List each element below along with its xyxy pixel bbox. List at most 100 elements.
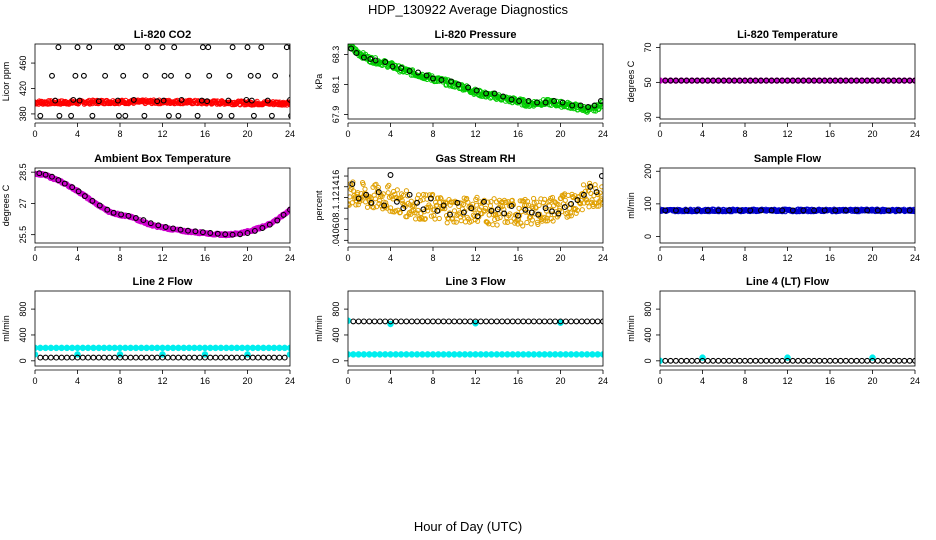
panel-2-series-2-point	[491, 90, 498, 97]
panel-6-xtick-label: 0	[657, 253, 662, 263]
panel-6-xtick-label: 12	[782, 253, 792, 263]
panel-8-series-3-point	[493, 318, 500, 325]
panel-8-series-3-point	[392, 318, 399, 325]
panel-9-series-2-point	[752, 357, 759, 364]
panel-7-series-3-point	[239, 354, 246, 361]
panel-5-ytick-label: .06	[331, 223, 341, 236]
panel-3-xtick-label: 8	[742, 129, 747, 139]
panel-2-series-1-point	[600, 99, 603, 105]
panel-6-ytick-label: 100	[643, 196, 653, 211]
panel-9-series-2-point	[720, 357, 727, 364]
panel-7-series-2-point	[286, 351, 290, 358]
panel-5-series-1-point	[399, 197, 405, 204]
panel-7-series-3-point	[42, 354, 49, 361]
panel-5-series-1-point	[535, 221, 541, 227]
panel-5-series-1-point	[489, 207, 495, 213]
panel-7-series-3-point	[154, 354, 161, 361]
panel-5-series-1-point	[531, 195, 537, 202]
panel-9-series-2-point	[678, 357, 685, 364]
panel-2-series-1	[348, 44, 603, 115]
panel-5-series-2-point	[368, 199, 375, 206]
panel-9-series-2-point	[742, 357, 748, 364]
panel-7-series-1-point	[260, 344, 267, 352]
panel-7-series-3-point	[212, 354, 219, 361]
panel-5-series-1-point	[425, 204, 431, 210]
panel-9-series-2-point	[827, 357, 833, 364]
panel-8-series-1-point	[573, 351, 580, 358]
panel-5-series-1-point	[529, 217, 536, 223]
panel-8-series-1-point	[530, 351, 538, 358]
panel-4-series-2-point	[266, 221, 273, 228]
panel-1-series-3-point	[206, 72, 213, 79]
panel-9-series-2-point	[906, 357, 913, 364]
panel-6-series-2-point	[672, 207, 679, 214]
panel-7-series-1-point	[217, 344, 225, 352]
panel-1-series-4-point	[52, 97, 59, 104]
panel-5-series-2	[349, 172, 603, 220]
panel-4-series-2-point	[287, 206, 290, 213]
panel-9-series-2-point	[715, 357, 722, 364]
panel-7-series-1-point	[286, 344, 290, 352]
panel-5-series-1-point	[589, 197, 595, 203]
panel-5-series-1-point	[500, 203, 506, 209]
panel-9-ytick-label: 400	[643, 327, 653, 342]
panel-5-series-1-point	[587, 180, 593, 186]
panel-8-series-3-point	[366, 318, 373, 325]
panel-1-series-5-point	[288, 113, 290, 119]
panel-2-series-2-point	[591, 102, 598, 109]
panel-4-series-2-point	[237, 231, 244, 238]
panel-8-xtick-label: 16	[513, 376, 523, 386]
panel-6-series-2-point	[842, 207, 849, 214]
panel-9-series-2-point	[688, 357, 695, 364]
panel-2-data	[348, 44, 603, 115]
panel-5-ytick-label: .04	[331, 234, 341, 247]
panel-6-series-2-point	[864, 207, 871, 214]
panel-1-series-3-point	[185, 72, 191, 79]
panel-5-series-1-point	[436, 215, 442, 222]
panel-9-xtick-label: 16	[825, 376, 835, 386]
panel-5-series-2-point	[574, 197, 581, 204]
panel-5-series-1-point	[568, 210, 574, 216]
panel-8-xtick-label: 4	[388, 376, 393, 386]
panel-7-series-3-point	[37, 354, 44, 361]
panel-1-series-2-point	[55, 44, 62, 51]
panel-2-title: Li-820 Pressure	[435, 29, 517, 41]
panel-6-series-2-point	[906, 207, 913, 214]
panel-4-series-2-point	[36, 170, 43, 177]
panel-4-data	[35, 170, 290, 239]
panel-8-series-3-point	[467, 318, 474, 325]
panel-5-series-1-point	[573, 210, 579, 216]
panel-3-series-2-point	[885, 77, 892, 84]
panel-2-series-2	[348, 45, 603, 110]
panel-5-series-2-point	[598, 173, 603, 179]
panel-7-xtick-label: 20	[242, 376, 252, 386]
panel-1-series-4-point	[248, 97, 255, 104]
panel-5-series-1-point	[351, 193, 357, 199]
panel-8-series-3-point	[504, 318, 511, 325]
panel-5-series-2-point	[494, 206, 501, 213]
panel-7-series-3	[37, 354, 288, 361]
panel-7-ytick-label: 0	[18, 358, 28, 363]
panel-6-series-2-point	[800, 207, 807, 214]
panel-8-series-3-point	[562, 318, 569, 325]
panel-6-series-1-point	[912, 208, 915, 214]
panel-9-series-2-point	[832, 357, 839, 364]
panel-9-series-2-point	[736, 357, 743, 364]
panel-8-series-3-point	[499, 318, 506, 325]
panel-2-series-2-point	[455, 81, 462, 88]
panel-5-series-1-point	[442, 206, 448, 212]
panel-8-series-3-point	[376, 318, 383, 325]
panel-9-series-2-point	[885, 357, 892, 364]
panel-7: Line 2 Flow ml/min 0 4 8 12 16 20 24 0 400 800	[1, 276, 295, 386]
panel-5-series-2-point	[355, 195, 362, 202]
panel-8-series-3-point	[350, 318, 357, 325]
panel-5-series-2-point	[414, 199, 421, 206]
panel-2-series-2-point	[423, 72, 430, 79]
panel-2-series-1-point	[476, 87, 483, 93]
panel-5-series-1-point	[412, 210, 418, 216]
panel-3-series-2-point	[800, 77, 807, 84]
panel-2-ytick-label: 68.1	[331, 76, 341, 94]
panel-3-data	[660, 77, 915, 84]
panel-1-ytick-label: 420	[18, 81, 28, 96]
panel-4-xtick-label: 4	[75, 253, 80, 263]
